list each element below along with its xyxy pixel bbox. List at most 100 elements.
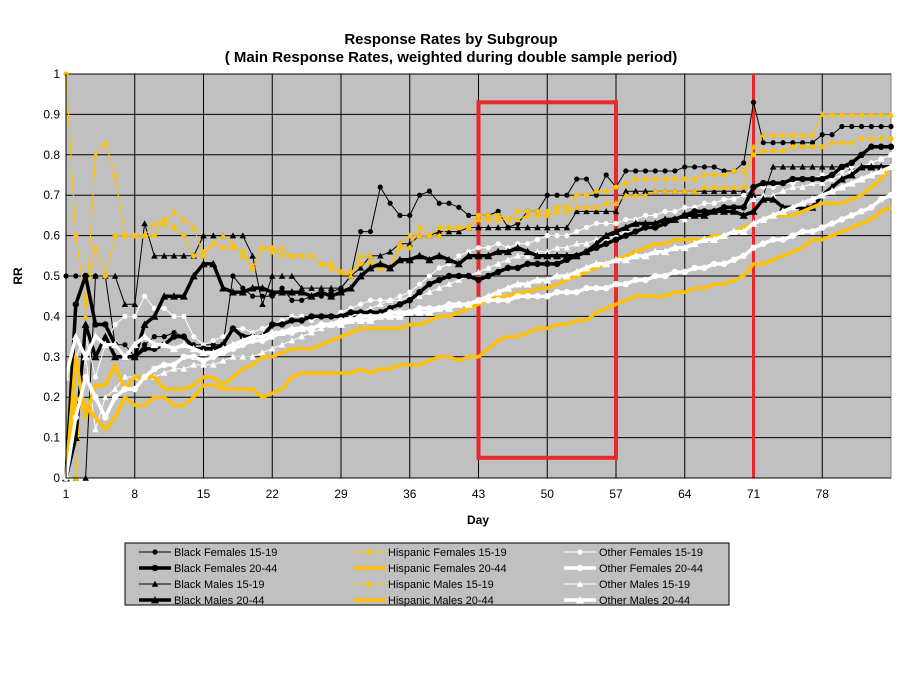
- data-point: [229, 240, 237, 247]
- data-point: [603, 188, 609, 194]
- data-point: [839, 123, 845, 130]
- data-point: [641, 219, 650, 227]
- data-point: [219, 232, 227, 239]
- data-point: [426, 232, 433, 239]
- data-point: [268, 288, 277, 296]
- data-point: [337, 268, 345, 275]
- data-point: [849, 140, 855, 146]
- data-point: [524, 252, 531, 259]
- data-point: [228, 288, 237, 296]
- data-point: [682, 204, 688, 210]
- data-point: [160, 369, 168, 376]
- data-point: [691, 176, 698, 182]
- data-point: [376, 259, 385, 268]
- data-point: [809, 163, 816, 170]
- data-point: [789, 183, 797, 190]
- data-point: [161, 334, 167, 340]
- data-point: [554, 192, 560, 198]
- data-point: [583, 208, 590, 215]
- data-point: [837, 175, 846, 183]
- data-point: [867, 171, 876, 179]
- data-point: [377, 301, 384, 308]
- data-point: [407, 245, 413, 251]
- data-point: [327, 284, 335, 291]
- data-point: [710, 207, 719, 215]
- data-point: [780, 140, 786, 146]
- data-point: [219, 344, 228, 353]
- data-point: [563, 244, 571, 251]
- data-point: [515, 241, 521, 247]
- data-point: [92, 245, 99, 251]
- legend-label: Other Males 20-44: [599, 595, 690, 607]
- data-point: [308, 313, 315, 320]
- data-point: [426, 288, 433, 295]
- data-point: [455, 272, 463, 280]
- data-point: [651, 219, 660, 227]
- data-point: [790, 144, 796, 150]
- data-point: [544, 293, 551, 300]
- data-point: [356, 272, 365, 280]
- data-point: [435, 232, 443, 239]
- data-point: [847, 179, 856, 187]
- data-point: [102, 414, 109, 421]
- data-point: [750, 244, 757, 251]
- data-point: [877, 155, 885, 162]
- data-point: [868, 136, 874, 142]
- data-point: [269, 345, 276, 352]
- data-point: [278, 321, 286, 328]
- data-point: [819, 179, 826, 186]
- data-point: [534, 212, 541, 219]
- data-point: [760, 191, 767, 198]
- data-point: [269, 248, 276, 255]
- data-point: [171, 313, 177, 319]
- data-point: [750, 99, 757, 105]
- data-point: [111, 171, 119, 178]
- data-point: [534, 237, 541, 243]
- data-point: [131, 385, 138, 393]
- data-point: [249, 264, 256, 271]
- data-point: [790, 140, 796, 146]
- data-point: [367, 297, 374, 303]
- data-point: [425, 255, 434, 264]
- data-point: [789, 175, 796, 183]
- data-point: [238, 288, 247, 296]
- data-point: [357, 313, 364, 320]
- data-point: [494, 224, 502, 231]
- data-point: [857, 162, 866, 171]
- y-tick-label: 0.8: [43, 148, 60, 162]
- data-point: [769, 211, 778, 219]
- data-point: [475, 245, 482, 251]
- data-point: [721, 196, 727, 202]
- data-point: [415, 251, 424, 260]
- data-point: [102, 321, 109, 328]
- data-point: [495, 241, 501, 247]
- series-other-males-20-44: [62, 162, 895, 381]
- data-point: [525, 208, 531, 214]
- data-point: [750, 183, 757, 191]
- data-point: [83, 301, 89, 307]
- data-point: [622, 232, 630, 239]
- data-point: [553, 288, 561, 296]
- data-point: [327, 313, 335, 320]
- data-point: [798, 199, 807, 207]
- data-point: [523, 247, 532, 256]
- data-point: [740, 204, 747, 211]
- data-point: [112, 321, 118, 328]
- data-point: [701, 183, 708, 190]
- data-point: [544, 208, 550, 214]
- legend-label: Other Females 20-44: [599, 563, 703, 575]
- legend-label: Black Females 20-44: [174, 563, 277, 575]
- data-point: [455, 224, 463, 231]
- series-hispanic-females-20-44: [64, 205, 892, 479]
- data-point: [337, 288, 345, 296]
- legend-marker: [151, 580, 159, 587]
- data-point: [838, 111, 846, 118]
- data-point: [405, 308, 414, 316]
- data-point: [503, 247, 512, 256]
- data-point: [670, 243, 679, 252]
- data-point: [445, 255, 454, 264]
- data-point: [288, 252, 296, 259]
- data-point: [130, 352, 139, 361]
- data-point: [465, 272, 472, 280]
- data-point: [711, 200, 717, 206]
